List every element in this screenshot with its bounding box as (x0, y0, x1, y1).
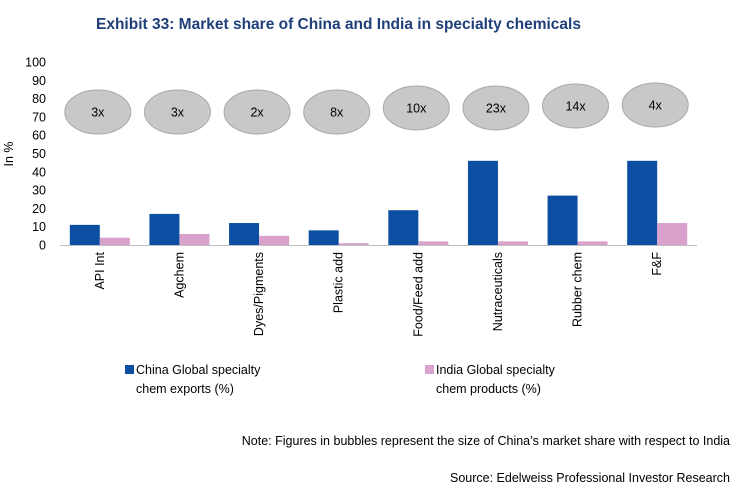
bubble-3 (303, 89, 371, 135)
y-tick-labels: 0 10 20 30 40 50 60 70 80 90 100 (25, 56, 46, 253)
bubble-0 (64, 89, 132, 135)
bubble-4 (382, 85, 450, 131)
bar-india-4 (418, 241, 449, 245)
y-tick-label-10: 10 (32, 220, 46, 234)
y-axis-title: In % (2, 141, 16, 166)
y-tick-label-40: 40 (32, 165, 46, 179)
bar-china-0 (69, 224, 100, 245)
bar-china-7 (627, 160, 658, 245)
bar-china-6 (547, 195, 578, 245)
legend-label-india-line2: chem products (%) (436, 382, 541, 396)
bar-india-6 (577, 241, 608, 245)
y-tick-label-50: 50 (32, 147, 46, 161)
bubble-2 (223, 89, 291, 135)
bar-india-7 (657, 223, 688, 245)
legend-swatch-china (125, 365, 134, 374)
chart-source: Source: Edelweiss Professional Investor … (450, 471, 730, 485)
bar-china-1 (149, 213, 180, 245)
bubble-label-7: 4x (649, 99, 663, 113)
legend-item-china: China Global specialty chem exports (%) (125, 361, 296, 399)
chart-title: Exhibit 33: Market share of China and In… (96, 16, 581, 33)
y-tick-label-20: 20 (32, 202, 46, 216)
y-tick-label-60: 60 (32, 129, 46, 143)
y-tick-label-80: 80 (32, 92, 46, 106)
x-tick-label-0: API Int (93, 251, 107, 289)
y-tick-label-100: 100 (25, 56, 46, 70)
bar-china-4 (388, 210, 419, 245)
bar-india-5 (497, 241, 528, 245)
legend-label-china-line1: China Global specialty (136, 363, 261, 377)
bar-india-0 (99, 237, 130, 245)
y-tick-label-90: 90 (32, 74, 46, 88)
bubble-1 (143, 89, 211, 135)
bar-china-5 (467, 160, 498, 245)
x-tick-label-4: Food/Feed add (411, 252, 425, 337)
y-tick-label-30: 30 (32, 184, 46, 198)
y-axis-title-group: In % (2, 141, 16, 166)
x-tick-label-7: F&F (650, 252, 664, 276)
chart-note: Note: Figures in bubbles represent the s… (241, 434, 730, 448)
bubble-6 (542, 83, 610, 129)
bubble-label-0: 3x (91, 106, 105, 120)
legend-label-china-line2: chem exports (%) (136, 382, 234, 396)
y-tick-label-0: 0 (39, 239, 46, 253)
bubble-label-1: 3x (171, 106, 185, 120)
y-tick-label-70: 70 (32, 110, 46, 124)
bar-china-3 (308, 230, 339, 245)
legend-swatch-india (425, 365, 434, 374)
x-tick-label-6: Rubber chem (571, 252, 585, 327)
bubble-label-6: 14x (565, 100, 586, 114)
bubble-label-5: 23x (486, 102, 507, 116)
x-tick-label-1: Agchem (172, 252, 186, 298)
bubble-5 (462, 85, 530, 131)
bar-india-3 (338, 243, 369, 245)
bar-india-1 (179, 234, 210, 245)
bars (69, 160, 688, 245)
bubble-label-4: 10x (406, 102, 427, 116)
bubble-7 (621, 82, 689, 128)
bar-china-2 (229, 223, 260, 245)
bubble-label-2: 2x (250, 106, 264, 120)
x-tick-labels: API Int Agchem Dyes/Pigments Plastic add Foo… (93, 251, 664, 336)
x-tick-label-5: Nutraceuticals (491, 252, 505, 331)
bar-india-2 (259, 235, 290, 245)
legend-item-india: India Global specialty chem products (%) (425, 361, 596, 399)
bubble-label-3: 8x (330, 106, 344, 120)
legend-label-india-line1: India Global specialty (436, 363, 555, 377)
x-tick-label-3: Plastic add (332, 252, 346, 313)
ratio-bubbles: 3x 3x 2x 8x 10x 23x 14x 4x (64, 82, 689, 135)
x-tick-label-2: Dyes/Pigments (252, 252, 266, 336)
